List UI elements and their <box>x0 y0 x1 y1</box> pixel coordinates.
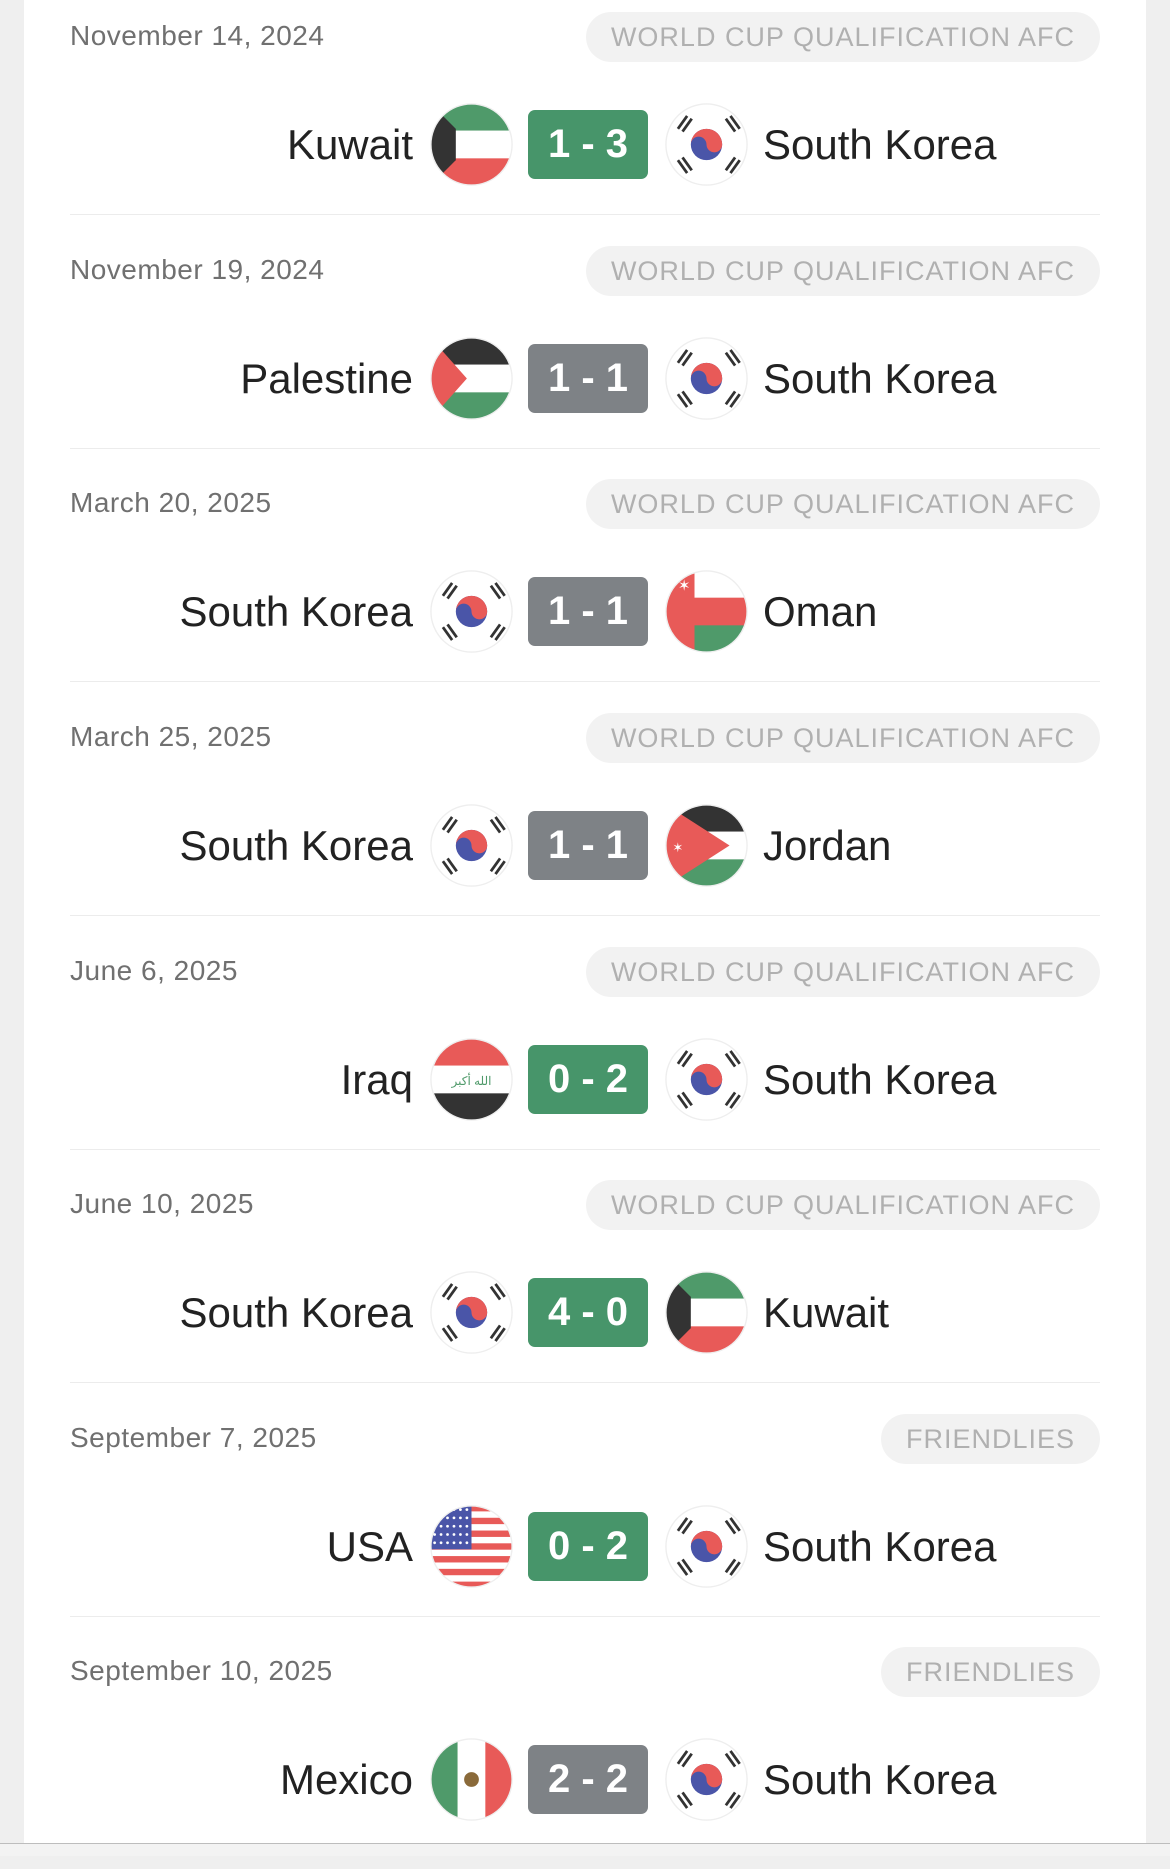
divider <box>70 1148 1100 1150</box>
home-team[interactable]: USA <box>326 1522 413 1570</box>
match-date: June 6, 2025 <box>70 954 238 986</box>
divider <box>70 1615 1100 1617</box>
korea-flag-icon <box>430 804 513 887</box>
match-row[interactable]: September 7, 2025 FRIENDLIES USA 0 - 2 South… <box>24 1402 1146 1636</box>
home-team[interactable]: Palestine <box>240 354 413 402</box>
divider <box>70 447 1100 449</box>
usa-flag-icon <box>430 1505 513 1588</box>
away-team[interactable]: Kuwait <box>763 1289 890 1337</box>
away-team[interactable]: South Korea <box>763 1055 997 1103</box>
match-date: September 7, 2025 <box>70 1421 317 1453</box>
match-date: June 10, 2025 <box>70 1188 254 1220</box>
score-badge: 1 - 1 <box>528 810 648 880</box>
match-row[interactable]: November 19, 2024 WORLD CUP QUALIFICATION… <box>24 234 1146 468</box>
oman-flag-icon: ✶ <box>665 570 748 654</box>
score-badge: 1 - 1 <box>528 343 648 413</box>
match-date: November 14, 2024 <box>70 20 325 51</box>
korea-flag-icon <box>430 570 513 654</box>
competition-badge: WORLD CUP QUALIFICATION AFC <box>585 712 1100 763</box>
competition-badge: WORLD CUP QUALIFICATION AFC <box>585 1180 1100 1231</box>
score-badge: 0 - 2 <box>528 1511 648 1581</box>
away-team[interactable]: South Korea <box>763 1756 997 1804</box>
competition-badge: WORLD CUP QUALIFICATION AFC <box>585 245 1100 296</box>
home-team[interactable]: South Korea <box>179 1289 413 1337</box>
competition-badge: FRIENDLIES <box>880 1647 1100 1698</box>
match-date: September 10, 2025 <box>70 1655 333 1687</box>
competition-badge: WORLD CUP QUALIFICATION AFC <box>585 479 1100 530</box>
kuwait-flag-icon <box>430 103 513 186</box>
home-team[interactable]: Mexico <box>279 1756 413 1804</box>
score-badge: 0 - 2 <box>528 1044 648 1114</box>
jordan-flag-icon: ✶ <box>665 804 748 887</box>
iraq-flag-icon: الله أكبر <box>430 1037 513 1121</box>
match-date: March 25, 2025 <box>70 720 272 752</box>
score-badge: 1 - 1 <box>528 577 648 647</box>
mexico-flag-icon <box>430 1738 513 1822</box>
korea-flag-icon <box>665 336 748 420</box>
match-row[interactable]: June 10, 2025 WORLD CUP QUALIFICATION AFC… <box>24 1168 1146 1402</box>
home-team[interactable]: South Korea <box>179 821 413 869</box>
match-row[interactable]: June 6, 2025 WORLD CUP QUALIFICATION AFC I… <box>24 935 1146 1169</box>
match-date: March 20, 2025 <box>70 487 272 519</box>
competition-badge: WORLD CUP QUALIFICATION AFC <box>585 12 1100 62</box>
away-team[interactable]: South Korea <box>763 354 997 402</box>
match-row[interactable]: November 14, 2024 WORLD CUP QUALIFICATION… <box>24 0 1146 234</box>
away-team[interactable]: South Korea <box>763 1522 997 1570</box>
divider <box>70 1382 1100 1384</box>
divider <box>70 681 1100 683</box>
korea-flag-icon <box>430 1271 513 1354</box>
competition-badge: WORLD CUP QUALIFICATION AFC <box>585 946 1100 997</box>
svg-text:✶: ✶ <box>678 579 690 595</box>
korea-flag-icon <box>665 1037 748 1121</box>
home-team[interactable]: Kuwait <box>286 121 413 168</box>
bottom-bar <box>0 1843 1170 1856</box>
score-badge: 1 - 3 <box>528 110 648 179</box>
match-row[interactable]: March 20, 2025 WORLD CUP QUALIFICATION AF… <box>24 467 1146 701</box>
svg-text:الله أكبر: الله أكبر <box>451 1073 492 1088</box>
palestine-flag-icon <box>430 336 513 420</box>
score-badge: 4 - 0 <box>528 1278 648 1348</box>
match-row[interactable]: September 10, 2025 FRIENDLIES Mexico 2 - 2 S… <box>24 1635 1146 1869</box>
match-date: November 19, 2024 <box>70 253 325 285</box>
kuwait-flag-icon <box>665 1271 748 1354</box>
match-list: November 14, 2024 WORLD CUP QUALIFICATION… <box>24 0 1146 1843</box>
away-team[interactable]: South Korea <box>763 121 997 168</box>
away-team[interactable]: Jordan <box>763 821 892 869</box>
home-team[interactable]: Iraq <box>340 1055 413 1103</box>
score-badge: 2 - 2 <box>528 1745 648 1815</box>
korea-flag-icon <box>665 103 748 186</box>
divider <box>70 914 1100 916</box>
home-team[interactable]: South Korea <box>179 588 413 636</box>
match-row[interactable]: March 25, 2025 WORLD CUP QUALIFICATION AF… <box>24 701 1146 935</box>
divider <box>70 214 1100 215</box>
competition-badge: FRIENDLIES <box>880 1413 1100 1464</box>
korea-flag-icon <box>665 1738 748 1822</box>
korea-flag-icon <box>665 1505 748 1588</box>
away-team[interactable]: Oman <box>763 588 878 636</box>
svg-text:✶: ✶ <box>672 840 683 855</box>
